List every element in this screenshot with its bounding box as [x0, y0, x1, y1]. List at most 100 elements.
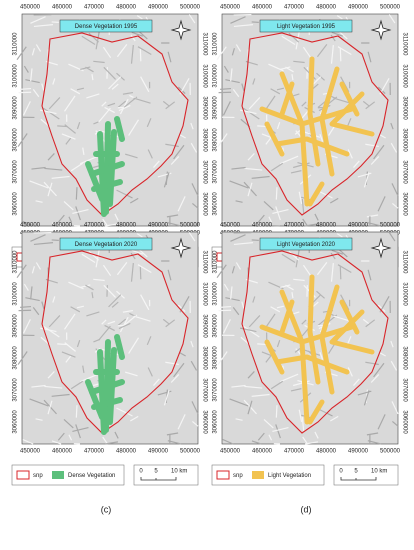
- relief: [31, 48, 35, 56]
- relief: [247, 370, 255, 379]
- x-tick-label: 450000: [220, 5, 241, 11]
- relief: [68, 216, 73, 223]
- vegetation: [339, 299, 360, 335]
- relief: [76, 122, 81, 130]
- relief: [353, 378, 360, 386]
- relief: [272, 208, 289, 215]
- relief: [129, 197, 139, 204]
- relief: [188, 232, 196, 242]
- relief: [391, 183, 399, 197]
- relief: [288, 32, 300, 43]
- legend-label: snp: [33, 473, 43, 479]
- relief: [319, 352, 324, 360]
- relief: [298, 409, 303, 422]
- relief: [216, 264, 227, 279]
- relief: [130, 252, 136, 260]
- relief: [319, 134, 324, 142]
- map-title: Dense Vegetation 1995: [75, 24, 138, 30]
- relief: [188, 14, 196, 24]
- relief: [165, 319, 176, 328]
- y-tick-label: 3070000: [401, 160, 407, 184]
- x-tick-label: 450000: [20, 449, 41, 455]
- relief: [33, 242, 54, 246]
- relief: [251, 222, 262, 227]
- relief: [270, 306, 281, 313]
- relief: [75, 187, 78, 200]
- relief: [76, 340, 81, 348]
- relief: [285, 66, 294, 73]
- relief: [57, 432, 65, 441]
- x-tick-label: 470000: [284, 449, 305, 455]
- relief: [98, 325, 111, 341]
- relief: [390, 142, 398, 153]
- map-title: Light Vegetation 2020: [277, 242, 336, 248]
- relief: [244, 167, 263, 171]
- relief: [363, 390, 370, 406]
- x-tick-label: 480000: [116, 449, 137, 455]
- relief: [51, 393, 70, 397]
- relief: [279, 155, 299, 165]
- relief: [68, 434, 73, 441]
- relief: [116, 407, 133, 417]
- relief: [30, 286, 33, 300]
- park-boundary: [241, 32, 389, 216]
- relief: [103, 284, 117, 298]
- relief: [190, 122, 194, 130]
- title-box: [59, 237, 153, 251]
- relief: [293, 278, 305, 282]
- relief: [232, 307, 240, 316]
- relief: [242, 325, 260, 338]
- relief: [105, 223, 119, 227]
- relief: [241, 83, 245, 91]
- relief: [57, 343, 68, 346]
- relief: [116, 189, 133, 199]
- title-box: [259, 237, 353, 251]
- relief: [128, 337, 140, 354]
- north-arrow: [170, 237, 192, 259]
- relief: [165, 101, 176, 110]
- relief: [20, 305, 32, 308]
- relief: [276, 340, 281, 348]
- relief: [131, 31, 143, 37]
- legend-swatch: [252, 471, 264, 479]
- relief: [179, 351, 186, 357]
- relief: [270, 162, 284, 172]
- relief: [122, 309, 134, 313]
- relief: [330, 34, 336, 42]
- relief: [170, 156, 180, 165]
- relief: [390, 340, 394, 348]
- relief: [22, 319, 31, 334]
- relief: [285, 284, 294, 291]
- relief: [130, 262, 134, 282]
- scale-label: 10 km: [371, 469, 387, 475]
- relief: [153, 160, 160, 168]
- relief: [22, 438, 34, 445]
- relief: [102, 264, 112, 277]
- relief: [295, 29, 301, 50]
- x-tick-label: 450000: [20, 223, 41, 229]
- relief: [295, 247, 301, 268]
- relief: [101, 101, 107, 107]
- north-arrow: [370, 19, 392, 41]
- y-tick-label: 3070000: [213, 378, 219, 402]
- relief: [61, 351, 76, 358]
- x-tick-label: 480000: [316, 449, 337, 455]
- relief: [61, 133, 76, 140]
- vegetation: [89, 161, 125, 177]
- relief: [31, 266, 35, 274]
- map-panel: Dense Vegetation 2020 450000 450000 460000 4…: [11, 223, 207, 514]
- relief: [302, 218, 308, 227]
- relief: [103, 66, 117, 80]
- relief: [191, 183, 199, 197]
- relief: [75, 405, 78, 418]
- y-tick-label: 3070000: [13, 160, 19, 184]
- vegetation: [279, 81, 295, 117]
- relief: [41, 301, 45, 309]
- y-tick-label: 3060000: [401, 410, 407, 434]
- relief: [17, 133, 28, 147]
- relief: [116, 44, 128, 58]
- relief: [70, 162, 84, 172]
- legend-box: [211, 464, 325, 486]
- relief: [70, 88, 81, 95]
- relief: [235, 44, 242, 52]
